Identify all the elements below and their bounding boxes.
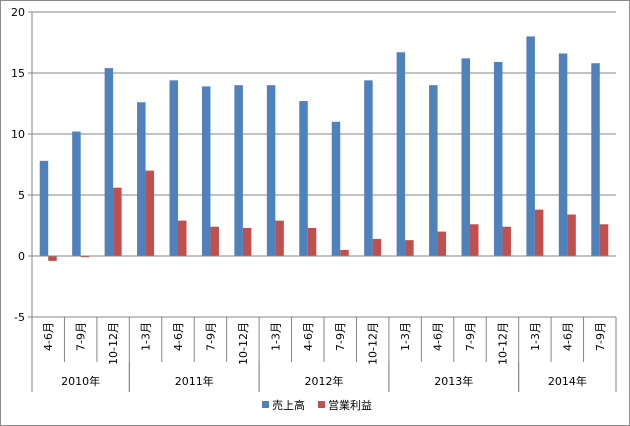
x-year-label: 2014年 bbox=[548, 374, 587, 388]
bar-operating-profit bbox=[145, 170, 155, 256]
y-tick-label: -5 bbox=[14, 311, 25, 324]
bar-sales bbox=[591, 63, 600, 256]
bar-sales bbox=[429, 85, 438, 256]
x-category-label: 7-9月 bbox=[464, 322, 477, 351]
x-category-label: 4-6月 bbox=[432, 322, 445, 351]
x-year-label: 2011年 bbox=[175, 374, 214, 388]
bar-operating-profit bbox=[242, 227, 252, 256]
bar-sales bbox=[266, 85, 276, 256]
axes bbox=[31, 12, 616, 317]
x-year-label: 2012年 bbox=[305, 374, 344, 388]
bar-sales bbox=[299, 101, 308, 256]
bar-operating-profit bbox=[502, 226, 511, 256]
x-category-label: 10-12月 bbox=[496, 322, 509, 365]
bar-sales bbox=[526, 36, 535, 257]
legend-label: 営業利益 bbox=[328, 398, 372, 412]
bar-sales bbox=[72, 131, 81, 256]
bar-sales bbox=[461, 58, 470, 256]
x-category-label: 1-3月 bbox=[399, 322, 412, 351]
bar-operating-profit bbox=[275, 220, 284, 256]
bar-sales bbox=[39, 160, 49, 256]
bar-operating-profit bbox=[80, 256, 90, 258]
bar-operating-profit bbox=[405, 240, 414, 256]
bar-operating-profit bbox=[372, 238, 382, 256]
bar-operating-profit bbox=[48, 256, 57, 261]
bar-operating-profit bbox=[178, 220, 187, 256]
x-category-label: 7-9月 bbox=[204, 322, 217, 351]
x-category-label: 7-9月 bbox=[594, 322, 607, 351]
x-category-label: 4-6月 bbox=[172, 322, 185, 351]
bar-sales bbox=[201, 86, 211, 256]
y-axis-ticks: -5 0 5 10 15 20 bbox=[11, 6, 32, 324]
bar-sales bbox=[234, 85, 243, 256]
y-tick-label: 0 bbox=[18, 250, 25, 263]
bar-operating-profit bbox=[534, 209, 544, 256]
x-category-label: 4-6月 bbox=[302, 322, 315, 351]
bar-operating-profit bbox=[210, 226, 219, 256]
bar-operating-profit bbox=[340, 249, 349, 256]
x-year-label: 2010年 bbox=[61, 374, 100, 388]
x-category-label: 1-3月 bbox=[140, 322, 153, 351]
legend-swatch bbox=[318, 401, 325, 408]
x-category-label: 7-9月 bbox=[75, 322, 88, 351]
bar-operating-profit bbox=[567, 214, 576, 256]
bars bbox=[39, 36, 609, 261]
x-category-label: 4-6月 bbox=[42, 322, 55, 351]
bar-sales bbox=[396, 52, 406, 257]
y-tick-label: 15 bbox=[11, 67, 25, 80]
x-year-label: 2013年 bbox=[434, 374, 473, 388]
legend: 売上高 営業利益 bbox=[262, 398, 372, 412]
bar-operating-profit bbox=[599, 224, 609, 256]
bar-sales bbox=[331, 121, 341, 256]
x-category-label: 10-12月 bbox=[367, 322, 380, 365]
bar-sales bbox=[169, 80, 178, 256]
y-tick-label: 5 bbox=[18, 189, 25, 202]
x-category-label: 7-9月 bbox=[334, 322, 347, 351]
bar-operating-profit bbox=[307, 227, 317, 256]
x-axis-categories: 4-6月 7-9月 10-12月 1-3月 4-6月 7-9月 10-12月 1-3月 4-6月… bbox=[31, 316, 617, 392]
bar-sales bbox=[493, 62, 503, 256]
x-category-label: 1-3月 bbox=[269, 322, 282, 351]
bar-sales bbox=[137, 102, 146, 256]
x-category-label: 4-6月 bbox=[561, 322, 574, 351]
bar-sales bbox=[558, 53, 568, 257]
bar-sales bbox=[104, 68, 114, 257]
x-category-label: 10-12月 bbox=[107, 322, 120, 365]
bar-operating-profit bbox=[113, 187, 122, 256]
x-category-label: 10-12月 bbox=[237, 322, 250, 365]
bar-sales bbox=[364, 80, 373, 256]
x-category-label: 1-3月 bbox=[529, 322, 542, 351]
bar-operating-profit bbox=[470, 224, 479, 256]
y-tick-label: 10 bbox=[11, 128, 25, 141]
legend-label: 売上高 bbox=[272, 398, 305, 412]
legend-swatch bbox=[262, 401, 269, 408]
bar-operating-profit bbox=[437, 231, 447, 256]
y-tick-label: 20 bbox=[11, 6, 25, 19]
